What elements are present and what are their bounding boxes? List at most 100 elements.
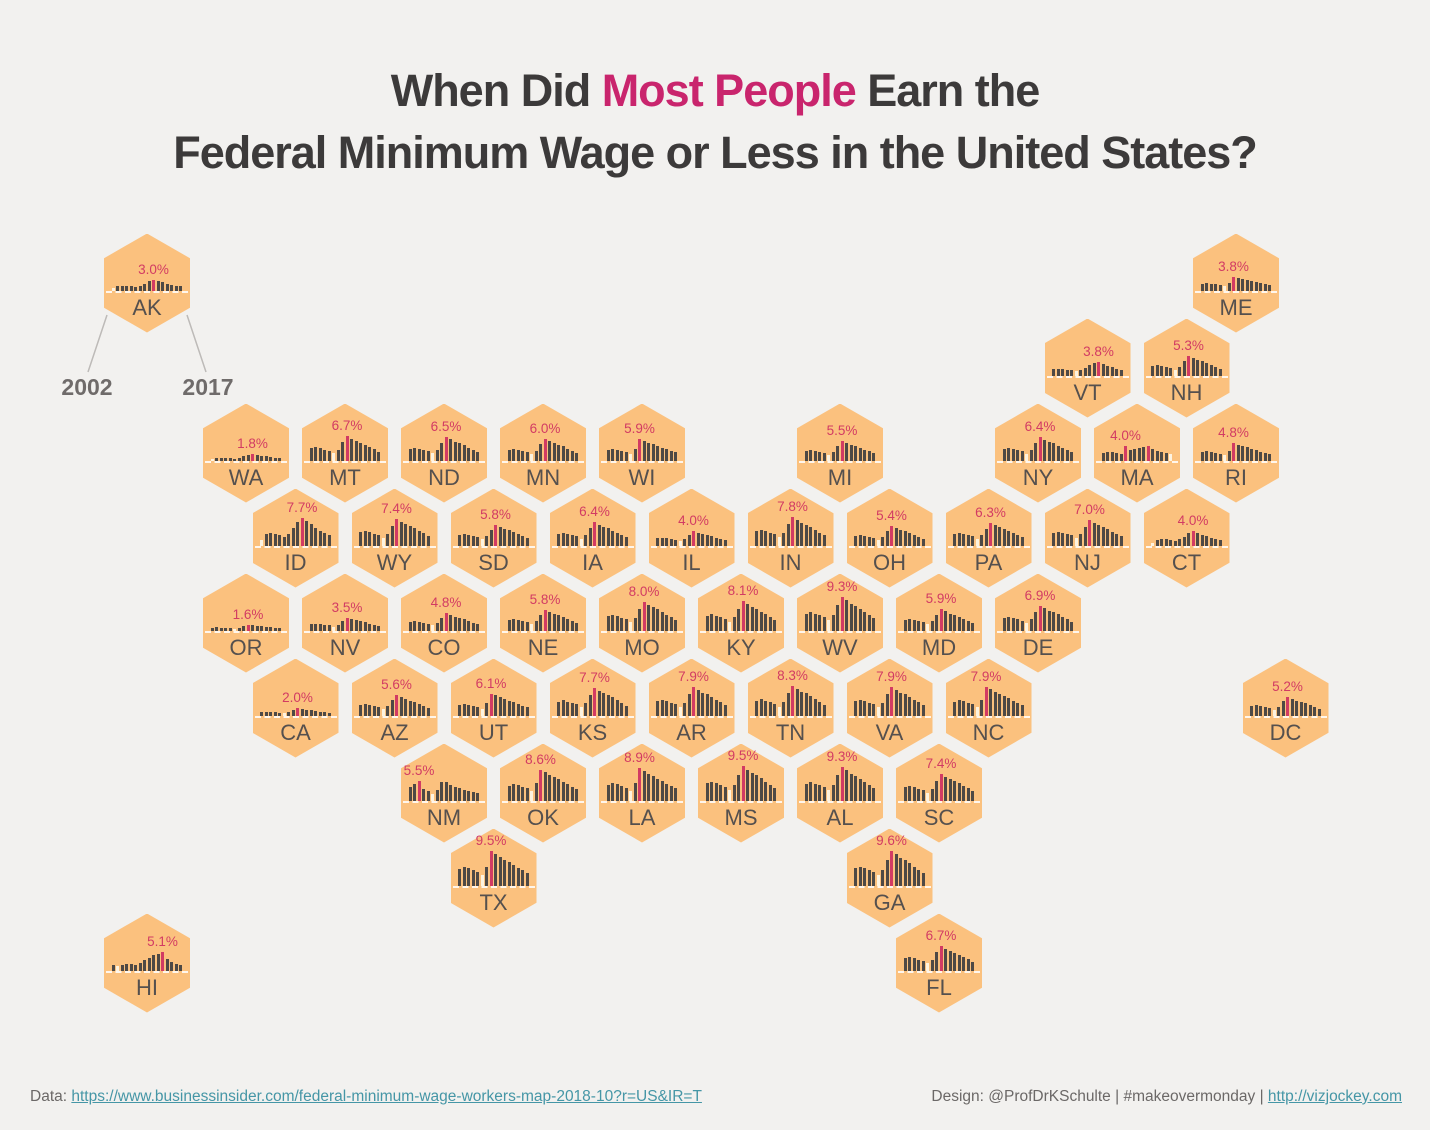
state-hexagon-MO[interactable]: 8.0% MO xyxy=(599,573,685,673)
state-hexagon-VT[interactable]: 3.8% VT xyxy=(1044,318,1131,418)
state-hexagon-OK[interactable]: 8.6% OK xyxy=(500,743,586,843)
peak-percentage-label: 7.7% xyxy=(286,499,318,515)
year-bar xyxy=(1164,539,1168,546)
state-hexagon-MA[interactable]: 4.0% MA xyxy=(1094,403,1180,503)
state-abbreviation: CA xyxy=(280,719,311,745)
state-abbreviation: IL xyxy=(682,549,701,575)
state-hexagon-FL[interactable]: 6.7% FL xyxy=(896,913,982,1013)
year-bar xyxy=(440,782,443,801)
sparkline-baseline xyxy=(601,630,683,633)
state-abbreviation: WV xyxy=(822,634,858,660)
year-bar xyxy=(426,623,430,631)
state-hexagon-AL[interactable]: 9.3% AL xyxy=(797,743,883,843)
state-hexagon-AZ[interactable]: 5.6% AZ xyxy=(351,658,438,758)
state-hexagon-LA[interactable]: 8.9% LA xyxy=(599,743,685,843)
state-hexagon-MI[interactable]: 5.5% MI xyxy=(797,403,883,503)
hexagon-tile xyxy=(302,573,388,673)
sparkline-baseline xyxy=(1046,375,1129,378)
year-bar xyxy=(656,778,659,801)
state-hexagon-NY[interactable]: 6.4% NY xyxy=(995,403,1081,503)
year-bar xyxy=(822,617,826,631)
year-bar xyxy=(971,536,974,546)
state-sparkline xyxy=(408,421,479,461)
state-hexagon-CT[interactable]: 4.0% CT xyxy=(1143,488,1230,588)
state-hexagon-NC[interactable]: 7.9% NC xyxy=(945,658,1032,758)
year-bar xyxy=(422,622,425,631)
year-bar xyxy=(651,776,655,801)
state-abbreviation: AK xyxy=(132,294,162,320)
year-bar xyxy=(368,447,371,461)
year-bar xyxy=(710,614,713,631)
state-hexagon-KY[interactable]: 8.1% KY xyxy=(698,573,784,673)
state-hexagon-DE[interactable]: 6.9% DE xyxy=(995,573,1081,673)
data-source-link[interactable]: https://www.businessinsider.com/federal-… xyxy=(71,1088,702,1105)
state-hexagon-ID[interactable]: 7.7% ID xyxy=(252,488,339,588)
state-hexagon-IL[interactable]: 4.0% IL xyxy=(648,488,735,588)
year-bar xyxy=(1110,367,1114,376)
state-hexagon-WA[interactable]: 1.8% WA xyxy=(203,403,289,503)
year-bar xyxy=(471,870,475,886)
state-hexagon-VA[interactable]: 7.9% VA xyxy=(846,658,933,758)
year-bar xyxy=(1092,522,1096,546)
state-hexagon-MT[interactable]: 6.7% MT xyxy=(302,403,388,503)
state-hexagon-NM[interactable]: 5.5% NM xyxy=(401,743,487,843)
state-hexagon-PA[interactable]: 6.3% PA xyxy=(945,488,1032,588)
year-bar xyxy=(228,458,232,461)
state-hexagon-ND[interactable]: 6.5% ND xyxy=(401,403,487,503)
sparkline-baseline xyxy=(898,970,980,973)
state-hexagon-HI[interactable]: 5.1% HI xyxy=(104,913,190,1013)
state-hexagon-GA[interactable]: 9.6% GA xyxy=(846,828,933,928)
state-hexagon-CO[interactable]: 4.8% CO xyxy=(401,573,487,673)
state-hexagon-TX[interactable]: 9.5% TX xyxy=(450,828,537,928)
state-hexagon-RI[interactable]: 4.8% RI xyxy=(1193,403,1279,503)
state-hexagon-NH[interactable]: 5.3% NH xyxy=(1143,318,1230,418)
state-hexagon-AK[interactable]: 3.0% AK xyxy=(104,233,190,333)
state-hexagon-OH[interactable]: 5.4% OH xyxy=(846,488,933,588)
year-bar xyxy=(912,534,916,546)
state-hexagon-CA[interactable]: 2.0% CA xyxy=(252,658,339,758)
state-hexagon-UT[interactable]: 6.1% UT xyxy=(450,658,537,758)
design-credit-link[interactable]: http://vizjockey.com xyxy=(1267,1088,1402,1105)
year-bar xyxy=(1155,450,1159,461)
state-abbreviation: PA xyxy=(974,549,1003,575)
year-bar xyxy=(917,959,920,971)
state-hexagon-MS[interactable]: 9.5% MS xyxy=(698,743,784,843)
year-bar xyxy=(413,783,416,801)
year-bar xyxy=(773,788,776,801)
year-bar xyxy=(476,706,479,716)
peak-percentage-label: 9.3% xyxy=(826,579,858,595)
year-bar xyxy=(935,614,938,631)
year-bar xyxy=(908,532,911,546)
state-hexagon-OR[interactable]: 1.6% OR xyxy=(203,573,289,673)
year-bar xyxy=(1043,439,1046,461)
state-hexagon-WI[interactable]: 5.9% WI xyxy=(599,403,685,503)
year-bar xyxy=(1160,452,1163,461)
sparkline-baseline xyxy=(700,800,782,803)
peak-percentage-label: 3.8% xyxy=(1218,258,1249,274)
state-sparkline xyxy=(507,761,578,801)
state-hexagon-WY[interactable]: 7.4% WY xyxy=(351,488,438,588)
year-bar xyxy=(669,450,673,461)
state-hexagon-ME[interactable]: 3.8% ME xyxy=(1193,233,1279,333)
state-hexagon-KS[interactable]: 7.7% KS xyxy=(549,658,636,758)
state-abbreviation: IN xyxy=(779,549,802,575)
state-hexagon-NE[interactable]: 5.8% NE xyxy=(500,573,586,673)
year-bar xyxy=(363,444,367,461)
state-hexagon-NJ[interactable]: 7.0% NJ xyxy=(1044,488,1131,588)
state-hexagon-IN[interactable]: 7.8% IN xyxy=(747,488,834,588)
state-hexagon-AR[interactable]: 7.9% AR xyxy=(648,658,735,758)
year-bar xyxy=(863,535,866,546)
state-hexagon-MN[interactable]: 6.0% MN xyxy=(500,403,586,503)
year-bar xyxy=(1263,452,1267,461)
peak-percentage-label: 9.3% xyxy=(826,749,858,765)
state-hexagon-MD[interactable]: 5.9% MD xyxy=(896,573,982,673)
state-hexagon-SC[interactable]: 7.4% SC xyxy=(896,743,982,843)
state-hexagon-DC[interactable]: 5.2% DC xyxy=(1242,658,1329,758)
state-hexagon-NV[interactable]: 3.5% NV xyxy=(302,573,388,673)
state-sparkline xyxy=(705,591,776,631)
state-hexagon-SD[interactable]: 5.8% SD xyxy=(450,488,537,588)
state-hexagon-WV[interactable]: 9.3% WV xyxy=(797,573,883,673)
sparkline-baseline xyxy=(650,715,733,718)
state-hexagon-TN[interactable]: 8.3% TN xyxy=(747,658,834,758)
state-hexagon-IA[interactable]: 6.4% IA xyxy=(549,488,636,588)
